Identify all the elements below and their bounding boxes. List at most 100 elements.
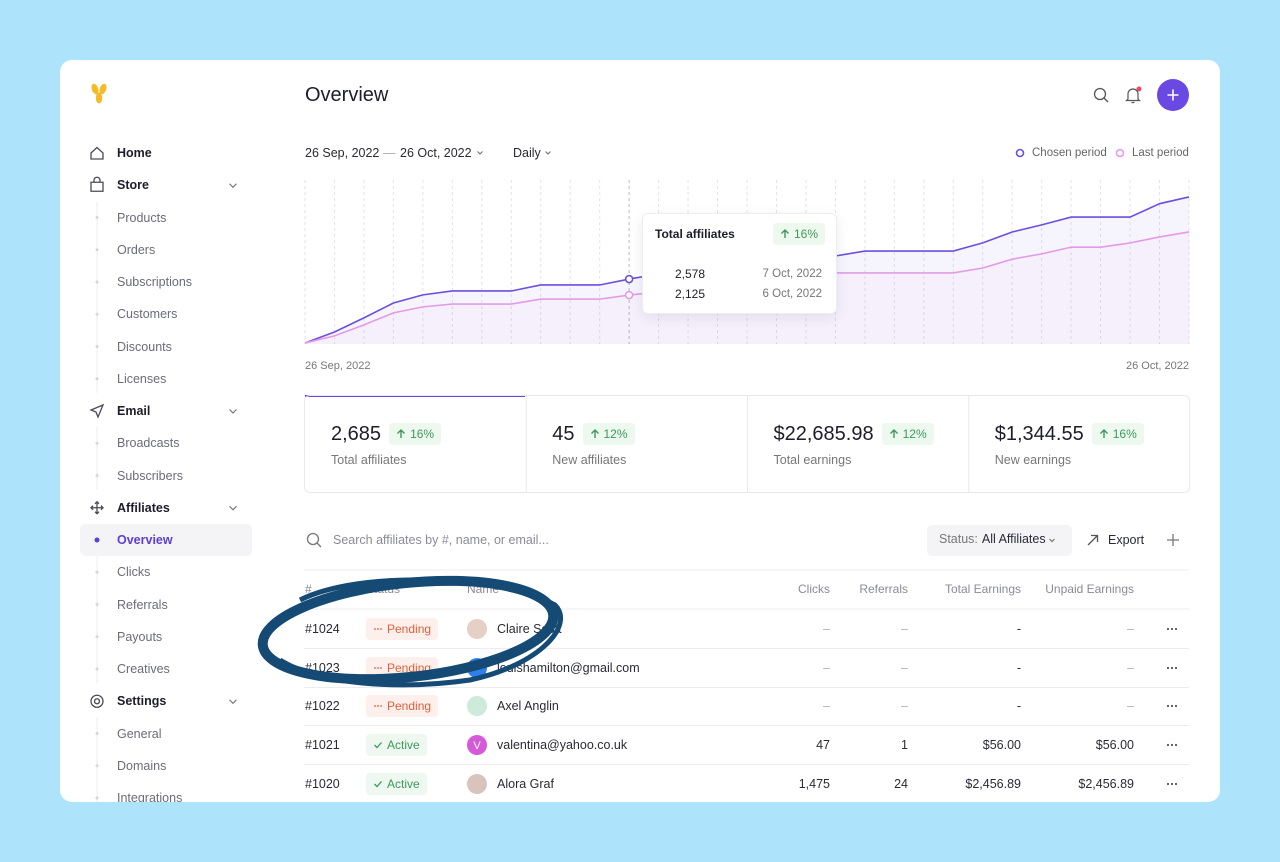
add-row-button[interactable] bbox=[1167, 534, 1179, 546]
row-unpaid-earnings: – bbox=[1127, 661, 1134, 675]
row-id: #1020 bbox=[305, 777, 340, 791]
column-header[interactable]: Name bbox=[467, 582, 500, 596]
row-name[interactable]: Claire Scott bbox=[497, 622, 562, 636]
column-header[interactable]: Referrals bbox=[859, 582, 908, 596]
column-header[interactable]: # bbox=[305, 582, 312, 596]
nav-dot bbox=[95, 603, 99, 606]
row-actions[interactable] bbox=[1174, 666, 1178, 670]
nav-subitem[interactable]: Integrations bbox=[117, 791, 183, 802]
nav-icon bbox=[90, 176, 104, 192]
status-badge: Active bbox=[366, 773, 427, 795]
nav-subitem[interactable]: Subscriptions bbox=[117, 275, 193, 289]
nav-subitem[interactable]: Clicks bbox=[117, 565, 151, 580]
row-actions[interactable] bbox=[1170, 627, 1174, 631]
legend-label: Chosen period bbox=[1032, 147, 1107, 159]
legend-marker bbox=[1015, 148, 1025, 158]
status-chevron bbox=[1049, 538, 1055, 543]
nav-subitem[interactable]: Creatives bbox=[117, 662, 170, 676]
row-actions[interactable] bbox=[1170, 704, 1174, 708]
row-clicks: 1,475 bbox=[798, 777, 830, 791]
interval-select[interactable]: Daily bbox=[513, 146, 541, 160]
column-header[interactable]: Unpaid Earnings bbox=[1045, 582, 1134, 596]
nav-subitem[interactable]: Licenses bbox=[117, 371, 167, 386]
nav-icon-shape bbox=[90, 694, 104, 708]
nav-subitem[interactable]: General bbox=[117, 726, 162, 741]
nav-dot bbox=[95, 764, 99, 768]
nav-icon-shape bbox=[90, 146, 104, 160]
row-actions[interactable] bbox=[1166, 743, 1170, 747]
tooltip-title: Total affiliates bbox=[655, 227, 735, 241]
add-button-plus bbox=[1167, 89, 1179, 101]
logo-petal bbox=[99, 83, 107, 95]
row-name[interactable]: Alora Graf bbox=[497, 777, 554, 791]
row-actions[interactable] bbox=[1166, 704, 1170, 708]
row-clicks: – bbox=[823, 622, 830, 636]
nav-chevron bbox=[229, 505, 237, 511]
status-icon bbox=[374, 781, 382, 788]
row-unpaid-earnings: – bbox=[1127, 699, 1134, 713]
status-badge-box: Pending bbox=[366, 657, 439, 679]
stat-change: 12% bbox=[582, 423, 635, 445]
bell-icon[interactable] bbox=[1125, 88, 1141, 104]
row-actions[interactable] bbox=[1170, 782, 1174, 786]
nav-dot bbox=[95, 216, 99, 219]
nav-dot bbox=[95, 667, 99, 671]
row-name[interactable]: Axel Anglin bbox=[497, 699, 559, 713]
nav-item[interactable]: Store bbox=[117, 178, 149, 193]
nav-item[interactable]: Affiliates bbox=[117, 500, 170, 515]
nav-chevron bbox=[229, 409, 237, 414]
arrow-up-icon bbox=[590, 429, 599, 438]
search-input[interactable]: Search affiliates by #, name, or email..… bbox=[333, 533, 549, 547]
nav-item[interactable]: Settings bbox=[117, 694, 167, 709]
row-actions[interactable] bbox=[1174, 627, 1178, 631]
column-header[interactable]: Clicks bbox=[798, 582, 830, 596]
nav-subitem[interactable]: Discounts bbox=[117, 339, 172, 354]
stat-label: New affiliates bbox=[552, 453, 627, 467]
row-actions[interactable] bbox=[1170, 666, 1174, 670]
date-to[interactable]: 26 Oct, 2022 bbox=[400, 146, 472, 160]
nav-subitem[interactable]: Broadcasts bbox=[117, 436, 180, 451]
row-actions[interactable] bbox=[1166, 627, 1170, 631]
nav-icon-shape bbox=[90, 176, 104, 192]
avatar-letter: V bbox=[473, 740, 481, 752]
nav-subitem[interactable]: Overview bbox=[117, 533, 173, 547]
nav-icon bbox=[89, 403, 105, 419]
status-filter-text[interactable]: Status: All Affiliates bbox=[939, 532, 1046, 546]
search-icon[interactable] bbox=[1093, 87, 1107, 101]
nav-subitem[interactable]: Customers bbox=[117, 307, 178, 322]
nav-dot bbox=[95, 635, 99, 639]
nav-item[interactable]: Home bbox=[117, 146, 152, 160]
stat-label: New earnings bbox=[994, 453, 1072, 467]
table-search-icon bbox=[306, 532, 320, 546]
column-header[interactable]: Status bbox=[366, 582, 401, 596]
row-actions[interactable] bbox=[1166, 666, 1170, 670]
nav-item[interactable]: Email bbox=[117, 404, 151, 418]
nav-subitem[interactable]: Subscribers bbox=[117, 468, 183, 483]
row-actions[interactable] bbox=[1174, 782, 1178, 786]
row-actions[interactable] bbox=[1174, 704, 1178, 708]
column-header[interactable]: Total Earnings bbox=[944, 582, 1021, 596]
date-from[interactable]: 26 Sep, 2022 bbox=[305, 146, 380, 160]
row-actions[interactable] bbox=[1170, 743, 1174, 747]
status-badge: Pending bbox=[366, 657, 439, 679]
row-name[interactable]: valentina@yahoo.co.uk bbox=[497, 738, 628, 752]
nav-subitem[interactable]: Domains bbox=[117, 758, 167, 773]
nav-subitem[interactable]: Payouts bbox=[117, 629, 163, 644]
status-filter[interactable] bbox=[927, 525, 1072, 556]
hover-point bbox=[624, 274, 634, 284]
stat-value: $22,685.98 bbox=[773, 422, 874, 445]
export-button[interactable]: Export bbox=[1108, 533, 1145, 547]
nav-active-bg bbox=[80, 524, 252, 556]
stat-change: 12% bbox=[881, 423, 934, 445]
avatar bbox=[467, 658, 487, 678]
nav-subitem[interactable]: Products bbox=[117, 210, 167, 225]
nav-subitem[interactable]: Referrals bbox=[117, 597, 168, 612]
nav-dot bbox=[95, 377, 99, 381]
row-actions[interactable] bbox=[1166, 782, 1170, 786]
nav-subitem[interactable]: Orders bbox=[117, 242, 156, 257]
row-name[interactable]: louishamilton@gmail.com bbox=[497, 661, 640, 675]
nav-dot bbox=[95, 345, 99, 348]
avatar bbox=[467, 735, 487, 755]
row-actions[interactable] bbox=[1174, 743, 1178, 747]
export-icon[interactable] bbox=[1087, 534, 1099, 546]
